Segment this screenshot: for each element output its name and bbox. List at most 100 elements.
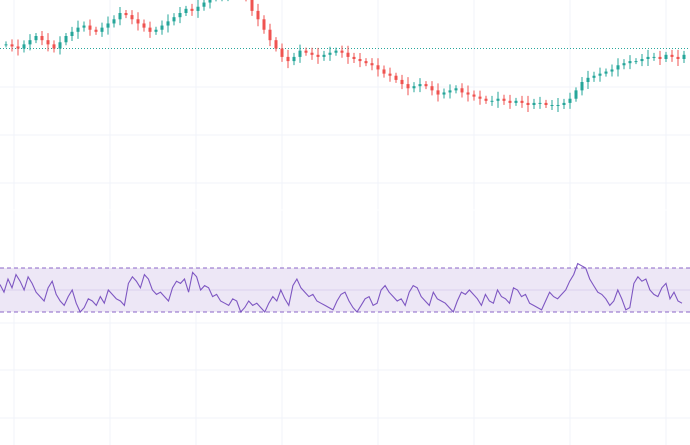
candle-body-56 bbox=[340, 50, 344, 53]
candle-body-84 bbox=[508, 100, 512, 103]
candle-body-12 bbox=[76, 27, 80, 32]
candle-body-52 bbox=[316, 54, 320, 57]
candle-body-83 bbox=[502, 98, 506, 101]
candle-body-6 bbox=[40, 36, 44, 41]
candle-body-11 bbox=[70, 31, 74, 36]
candle-body-45 bbox=[274, 40, 278, 49]
candle-body-46 bbox=[280, 48, 284, 57]
candle-body-44 bbox=[268, 29, 272, 41]
candle-body-3 bbox=[22, 44, 26, 49]
candle-body-43 bbox=[262, 19, 266, 30]
candle-body-17 bbox=[106, 23, 110, 28]
candle-body-49 bbox=[298, 50, 302, 57]
candle-body-27 bbox=[166, 21, 170, 26]
candle-body-47 bbox=[286, 56, 290, 62]
candle-body-32 bbox=[196, 6, 200, 11]
candle-body-102 bbox=[616, 65, 620, 70]
candle-body-25 bbox=[154, 29, 158, 32]
candle-body-81 bbox=[490, 100, 494, 102]
candle-body-9 bbox=[58, 42, 62, 49]
candle-body-65 bbox=[394, 75, 398, 80]
candle-body-8 bbox=[52, 44, 56, 49]
candle-body-29 bbox=[178, 13, 182, 18]
candle-body-110 bbox=[664, 54, 668, 59]
candle-body-53 bbox=[322, 54, 326, 57]
candle-body-88 bbox=[532, 102, 536, 105]
candle-body-74 bbox=[448, 90, 452, 93]
candle-body-103 bbox=[622, 63, 626, 66]
candle-body-98 bbox=[592, 75, 596, 78]
oscillator-pane[interactable] bbox=[0, 262, 690, 314]
candle-body-54 bbox=[328, 52, 332, 55]
candle-body-108 bbox=[652, 56, 656, 58]
candle-body-85 bbox=[514, 100, 518, 103]
candle-body-5 bbox=[34, 36, 38, 41]
candle-body-77 bbox=[466, 92, 470, 95]
candle-body-106 bbox=[640, 59, 644, 62]
candle-body-2 bbox=[16, 46, 20, 49]
candlestick-series bbox=[4, 0, 686, 112]
candle-body-24 bbox=[148, 27, 152, 32]
candle-body-71 bbox=[430, 86, 434, 91]
candle-body-4 bbox=[28, 40, 32, 45]
candle-body-41 bbox=[250, 0, 254, 11]
candle-body-89 bbox=[538, 102, 542, 104]
candle-body-68 bbox=[412, 86, 416, 89]
candle-body-50 bbox=[304, 50, 308, 53]
candle-body-55 bbox=[334, 50, 338, 53]
candle-body-48 bbox=[292, 56, 296, 62]
candle-body-19 bbox=[118, 13, 122, 20]
price-pane[interactable] bbox=[0, 0, 690, 112]
candle-body-13 bbox=[82, 25, 86, 28]
candle-body-20 bbox=[124, 13, 128, 16]
candle-body-94 bbox=[568, 98, 572, 103]
candle-body-113 bbox=[682, 54, 686, 59]
candle-body-101 bbox=[610, 69, 614, 72]
candle-body-30 bbox=[184, 8, 188, 13]
candle-body-78 bbox=[472, 94, 476, 97]
candle-body-93 bbox=[562, 102, 566, 105]
candle-body-99 bbox=[598, 73, 602, 76]
candle-body-82 bbox=[496, 98, 500, 101]
candle-body-64 bbox=[388, 73, 392, 76]
candle-body-111 bbox=[670, 54, 674, 57]
candle-body-66 bbox=[400, 79, 404, 85]
candle-body-97 bbox=[586, 77, 590, 82]
candle-body-28 bbox=[172, 17, 176, 22]
candle-body-76 bbox=[460, 88, 464, 93]
candle-body-75 bbox=[454, 88, 458, 91]
candle-body-15 bbox=[94, 29, 98, 32]
candle-body-104 bbox=[628, 61, 632, 64]
candle-body-59 bbox=[358, 59, 362, 62]
candle-body-58 bbox=[352, 56, 356, 59]
candle-body-67 bbox=[406, 84, 410, 89]
candle-body-10 bbox=[64, 36, 68, 43]
candle-body-73 bbox=[442, 92, 446, 95]
candle-body-21 bbox=[130, 15, 134, 20]
oscillator-line bbox=[0, 262, 683, 314]
candle-body-1 bbox=[10, 44, 14, 47]
candle-body-72 bbox=[436, 90, 440, 95]
candle-body-100 bbox=[604, 71, 608, 74]
candle-body-90 bbox=[544, 102, 548, 105]
candle-body-61 bbox=[370, 63, 374, 66]
candle-body-96 bbox=[580, 82, 584, 91]
candle-body-31 bbox=[190, 8, 194, 11]
candle-body-14 bbox=[88, 25, 92, 30]
candle-body-33 bbox=[202, 2, 206, 7]
candle-body-51 bbox=[310, 52, 314, 55]
candle-body-112 bbox=[676, 56, 680, 59]
candle-body-16 bbox=[100, 27, 104, 32]
candle-body-26 bbox=[160, 25, 164, 30]
candle-body-34 bbox=[208, 0, 212, 3]
candle-body-42 bbox=[256, 10, 260, 20]
candle-body-105 bbox=[634, 61, 638, 63]
candle-body-70 bbox=[424, 84, 428, 87]
candle-body-62 bbox=[376, 65, 380, 70]
candle-body-92 bbox=[556, 105, 560, 106]
candle-body-87 bbox=[526, 102, 530, 105]
candle-body-91 bbox=[550, 105, 554, 106]
